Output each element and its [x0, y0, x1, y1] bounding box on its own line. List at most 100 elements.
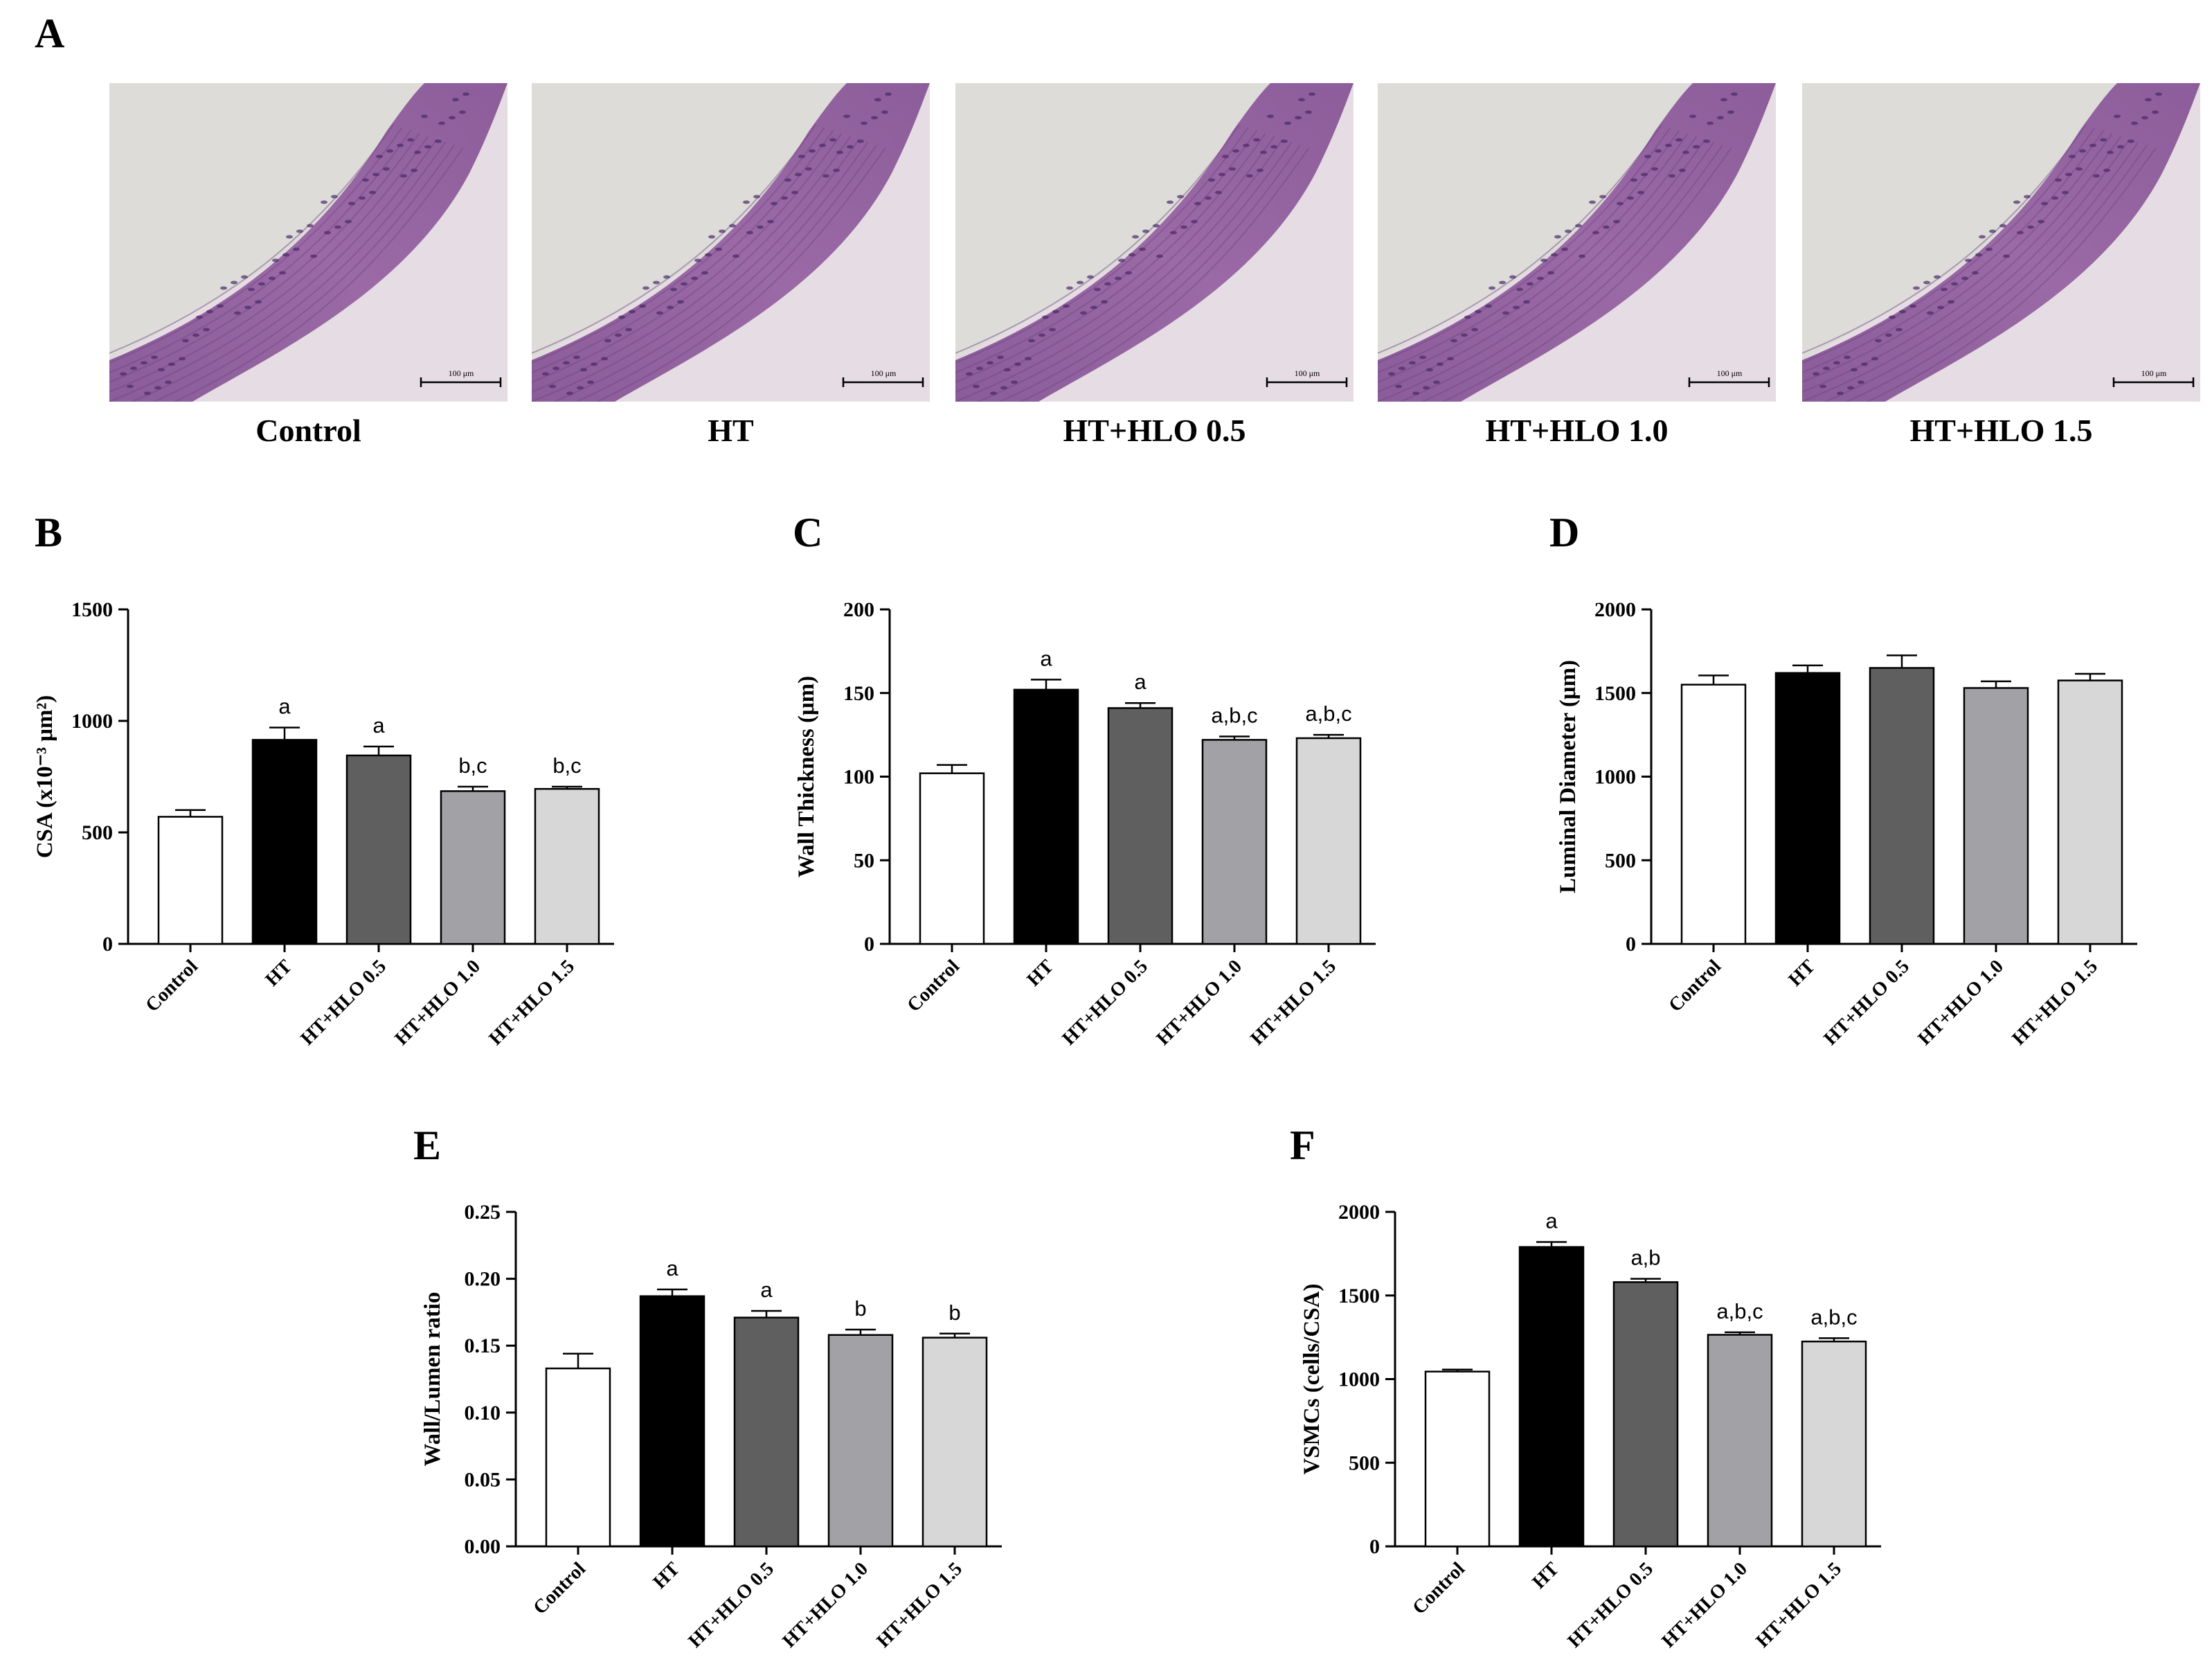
micrograph-caption: HT+HLO 0.5 [1063, 413, 1246, 448]
error-bar [1698, 674, 1729, 685]
micrograph-caption: HT+HLO 1.0 [1485, 413, 1669, 448]
significance-label: a [760, 1278, 773, 1302]
significance-label: a [278, 695, 291, 719]
significance-label: a [1040, 646, 1052, 670]
bar-ht [639, 1295, 705, 1548]
y-tick-label: 100 [843, 766, 874, 789]
error-bar [1536, 1241, 1567, 1247]
bar-ht [1774, 672, 1841, 945]
bar-ht-hlo-0-5 [1869, 667, 1935, 945]
panel-a-letter: A [35, 10, 65, 56]
y-axis-label: Luminal Diameter (μm) [1556, 660, 1581, 893]
scale-bar: 100 μm [420, 368, 502, 387]
error-bar [458, 785, 488, 792]
scale-bar-label: 100 μm [1717, 368, 1743, 378]
scale-bar: 100 μm [1688, 368, 1770, 387]
y-tick-label: 500 [82, 821, 113, 844]
micrograph-3: 100 μm [955, 83, 1354, 402]
y-tick-label: 0.20 [465, 1268, 501, 1291]
bar-control [1424, 1370, 1491, 1548]
scale-bar-label: 100 μm [1295, 368, 1320, 378]
panel-e-letter: E [413, 1123, 442, 1168]
y-tick-label: 500 [1349, 1451, 1380, 1474]
bar-ht-hlo-1-5 [1295, 737, 1362, 945]
significance-label: a,b,c [1716, 1299, 1763, 1323]
scale-bar-label: 100 μm [2141, 368, 2167, 378]
bar-ht [1518, 1246, 1585, 1548]
x-tick-label: HT+HLO 1.5 [2008, 956, 2102, 1050]
bar-ht-hlo-0-5 [733, 1316, 800, 1548]
bar-ht-hlo-1-5 [1801, 1340, 1867, 1548]
y-tick-label: 0.05 [465, 1468, 501, 1491]
micrograph-1: 100 μm [109, 83, 507, 402]
error-bar [1313, 733, 1344, 738]
bar-ht [1013, 688, 1079, 945]
x-tick-label: HT+HLO 1.0 [390, 956, 485, 1050]
y-tick-label: 150 [843, 682, 874, 705]
x-tick-label: HT [1023, 956, 1058, 991]
bar-ht-hlo-1-5 [921, 1337, 988, 1548]
chart-csa: 0 500 1000 1500 CSA (x10⁻³ μm²) Control HT a HT+… [0, 575, 623, 1073]
x-tick-label: HT+HLO 1.5 [872, 1558, 966, 1652]
micrograph-2: 100 μm [532, 83, 930, 402]
micrograph-caption: HT+HLO 1.5 [1909, 413, 2093, 448]
panel-d-letter: D [1549, 510, 1580, 555]
error-bar [1725, 1331, 1755, 1335]
y-tick-label: 500 [1605, 849, 1636, 872]
y-tick-label: 0.25 [465, 1201, 501, 1224]
significance-label: b,c [552, 753, 581, 778]
y-tick-label: 0 [102, 933, 113, 956]
bar-ht-hlo-0-5 [345, 754, 412, 945]
bar-control [545, 1367, 611, 1548]
micrograph-5: 100 μm [1802, 83, 2200, 402]
error-bar [269, 726, 300, 740]
y-tick-label: 200 [843, 598, 874, 621]
significance-label: a,b,c [1211, 704, 1257, 728]
x-tick-label: Control [1408, 1558, 1469, 1619]
y-tick-label: 1000 [1338, 1368, 1380, 1391]
y-axis-label: Wall/Lumen ratio [420, 1292, 445, 1466]
x-tick-label: HT+HLO 0.5 [1819, 956, 1914, 1050]
x-tick-label: HT+HLO 0.5 [296, 956, 390, 1050]
significance-label: b [948, 1301, 960, 1325]
chart-vsmcs: 0 500 1000 1500 2000 VSMCs (cells/CSA) Control… [1267, 1177, 1890, 1676]
error-bar [1125, 702, 1156, 708]
y-tick-label: 2000 [1594, 598, 1636, 621]
bar-ht-hlo-1-5 [534, 787, 600, 945]
y-tick-label: 0.00 [465, 1535, 501, 1558]
panel-b-letter: B [35, 510, 63, 555]
bar-ht-hlo-1-0 [827, 1334, 894, 1548]
x-tick-label: HT+HLO 1.0 [1152, 956, 1246, 1050]
significance-label: a,b,c [1305, 702, 1351, 726]
scale-bar-label: 100 μm [871, 368, 897, 378]
micrograph-4: 100 μm [1378, 83, 1776, 402]
error-bar [1442, 1368, 1473, 1372]
x-tick-label: HT+HLO 1.5 [1752, 1558, 1846, 1652]
x-tick-label: HT [261, 956, 296, 991]
y-tick-label: 1500 [1594, 682, 1636, 705]
bar-ht-hlo-1-0 [1201, 739, 1268, 945]
x-tick-label: HT+HLO 1.0 [778, 1558, 872, 1652]
micrograph-caption: Control [255, 413, 361, 448]
x-tick-label: HT+HLO 1.0 [1657, 1558, 1752, 1652]
bar-control [157, 816, 224, 945]
significance-label: b,c [458, 753, 487, 778]
error-bar [845, 1328, 876, 1335]
bar-control [919, 772, 985, 945]
x-tick-label: Control [141, 956, 202, 1017]
bar-ht-hlo-1-0 [440, 790, 506, 945]
y-tick-label: 0.10 [465, 1402, 501, 1424]
x-tick-label: Control [903, 956, 964, 1017]
x-tick-label: HT [1528, 1558, 1563, 1593]
error-bar [563, 1352, 593, 1369]
significance-label: b [854, 1296, 866, 1321]
x-tick-label: HT [649, 1558, 684, 1593]
y-axis-label: VSMCs (cells/CSA) [1300, 1284, 1324, 1475]
y-tick-label: 1000 [71, 710, 113, 733]
significance-label: a [1134, 670, 1147, 694]
x-tick-label: HT+HLO 0.5 [684, 1558, 778, 1652]
x-tick-label: HT+HLO 1.5 [485, 956, 579, 1050]
error-bar [1630, 1278, 1661, 1283]
error-bar [1887, 654, 1917, 668]
y-tick-label: 1500 [71, 598, 113, 621]
